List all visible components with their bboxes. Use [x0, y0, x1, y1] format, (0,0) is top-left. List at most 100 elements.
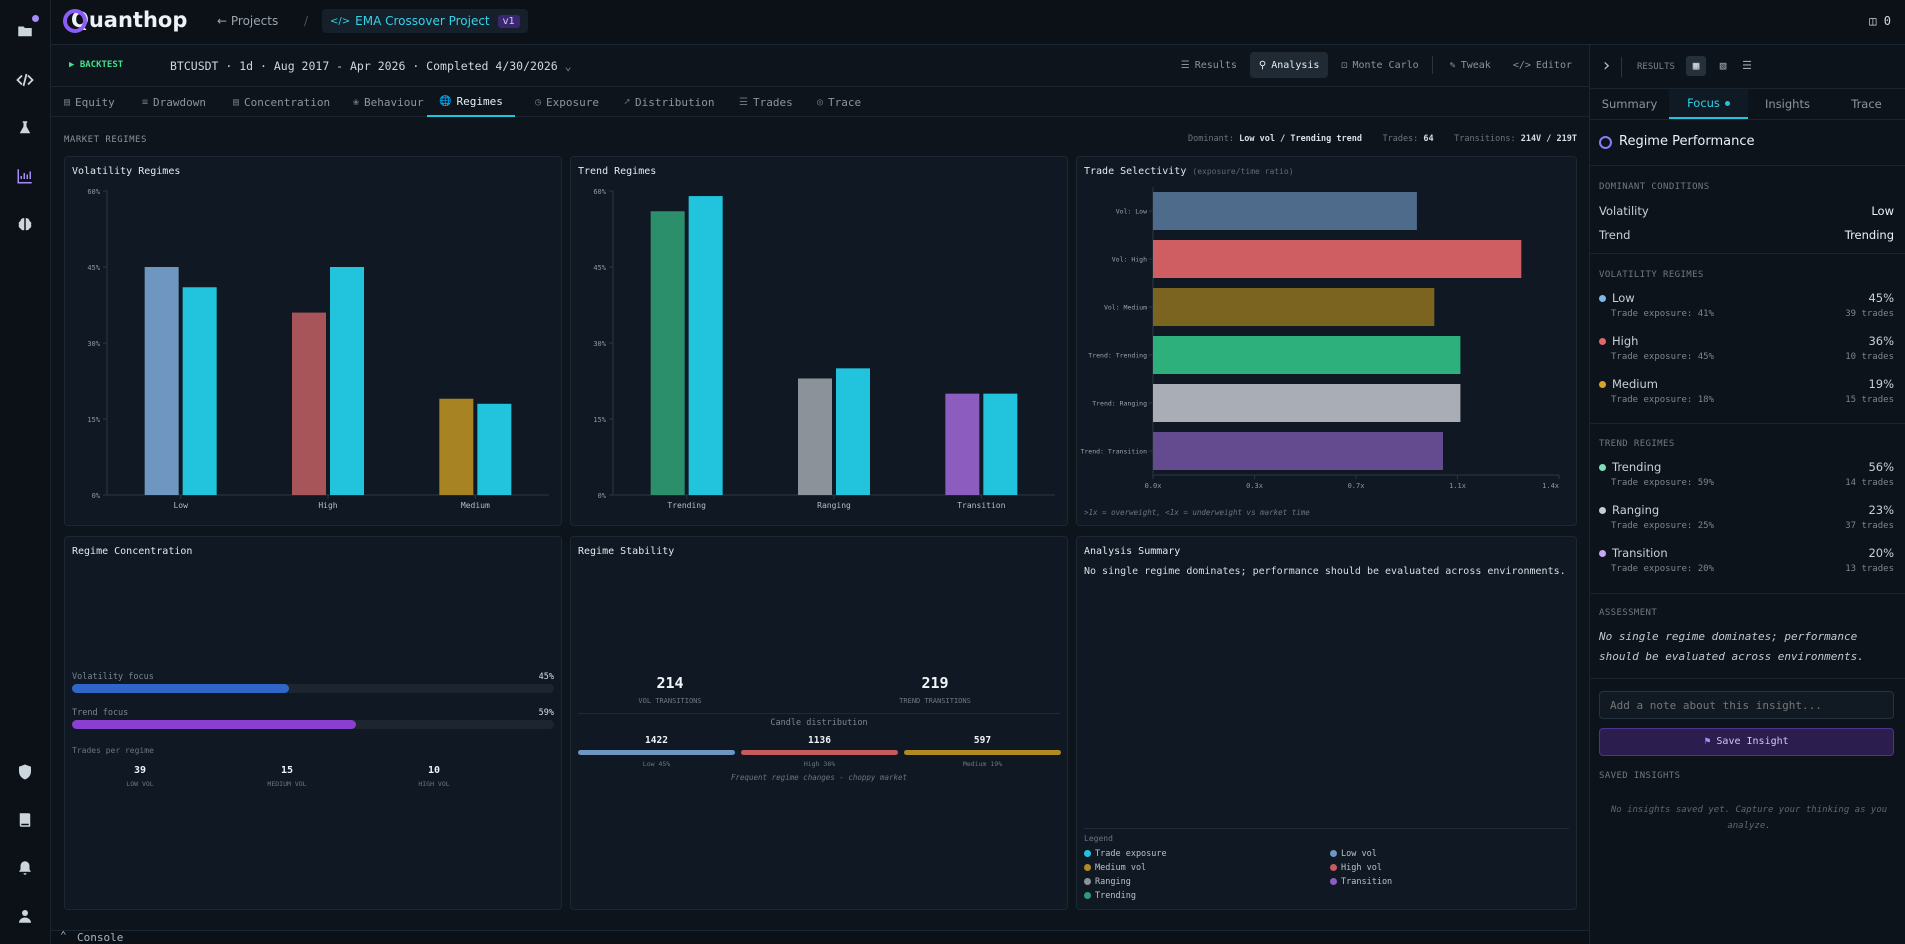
top-bar: Quanthop ← Projects / </> EMA Crossover …	[51, 0, 1905, 45]
legend-label: Transition	[1341, 877, 1393, 887]
shield-icon[interactable]	[13, 760, 37, 784]
tab-equity[interactable]: ▤ Equity	[64, 95, 115, 109]
folder-icon[interactable]	[13, 15, 39, 43]
sidebar-tab-trace[interactable]: Trace	[1851, 97, 1882, 111]
chevron-up-icon: ⌃	[60, 929, 67, 942]
document-icon[interactable]: ▦	[1686, 56, 1706, 76]
candle-label-medium: Medium 19%	[962, 760, 1003, 768]
tab-regimes[interactable]: 🌐 Regimes	[427, 87, 515, 117]
regime-row: Transition 20%	[1599, 546, 1894, 560]
trend-focus-track	[72, 720, 554, 729]
legend-swatch	[1330, 850, 1337, 857]
line-chart-icon: ➚	[624, 96, 631, 108]
regime-dot	[1599, 464, 1606, 471]
divider	[1590, 593, 1905, 594]
dominant-trend: Trend Trending	[1599, 228, 1894, 242]
bar-regime-share	[144, 267, 179, 495]
chart-icon: ▤	[64, 96, 71, 108]
regime-dot	[1599, 550, 1606, 557]
run-selector[interactable]: BTCUSDT · 1d · Aug 2017 - Apr 2026 · Com…	[170, 59, 572, 73]
low-vol-trades: 39	[133, 765, 147, 776]
flask-icon[interactable]	[13, 116, 37, 140]
tab-drawdown[interactable]: ≡ Drawdown	[142, 95, 207, 109]
regime-exposure: Trade exposure: 45% 10 trades	[1611, 352, 1894, 362]
globe-icon: 🌐	[439, 95, 452, 107]
mode-badge: ▶ BACKTEST	[69, 60, 124, 70]
y-tick-label: 0%	[598, 492, 607, 500]
collapse-icon[interactable]: ›	[1601, 55, 1612, 76]
tab-distribution[interactable]: ➚ Distribution	[624, 95, 715, 109]
projects-label: Projects	[230, 14, 279, 28]
sidebar-tab-focus[interactable]: Focus	[1669, 89, 1748, 119]
app-logo[interactable]: Quanthop	[63, 8, 187, 33]
y-tick-label: Trend: Transition	[1080, 448, 1147, 456]
logo-mark	[63, 9, 87, 33]
code-icon[interactable]	[13, 68, 37, 92]
list-icon: ☰	[739, 96, 748, 108]
brain-icon: ❀	[353, 96, 360, 108]
x-tick-label: Trending	[667, 501, 706, 510]
credits-value: 0	[1883, 14, 1891, 28]
sidebar-header: › RESULTS ▦ ▧ ☰	[1590, 45, 1905, 89]
tab-concentration[interactable]: ▤ Concentration	[233, 95, 331, 109]
bars-icon: ≡	[142, 96, 149, 108]
layers-icon: ☰	[1180, 59, 1190, 71]
monte-carlo-button[interactable]: ⚀ Monte Carlo	[1341, 59, 1419, 71]
regime-pct: 19%	[1868, 377, 1894, 391]
regime-label: Transition	[1612, 546, 1668, 560]
tweak-button[interactable]: ✎ Tweak	[1449, 59, 1491, 71]
editor-button[interactable]: </> Editor	[1512, 59, 1572, 71]
regime-pct: 20%	[1868, 546, 1894, 560]
bar-regime-share	[650, 211, 685, 495]
note-icon[interactable]: ▧	[1719, 59, 1727, 72]
note-input[interactable]	[1599, 691, 1894, 719]
bookmark-icon: ⚑	[1704, 736, 1711, 747]
y-tick-label: Trend: Trending	[1088, 352, 1147, 360]
divider	[1590, 423, 1905, 424]
selectivity-bar	[1153, 288, 1435, 326]
selectivity-bar	[1153, 432, 1443, 470]
book-icon[interactable]	[13, 808, 37, 832]
tab-behaviour[interactable]: ❀ Behaviour	[353, 95, 424, 109]
tab-exposure[interactable]: ◷ Exposure	[535, 95, 600, 109]
credits-counter[interactable]: ◫ 0	[1869, 14, 1891, 28]
legend-item: Medium vol	[1084, 863, 1146, 873]
regime-exposure: Trade exposure: 25% 37 trades	[1611, 521, 1894, 531]
analysis-button[interactable]: ⚲ Analysis	[1249, 52, 1329, 78]
results-button[interactable]: ☰ Results	[1180, 59, 1237, 71]
legend-label: Trade exposure	[1095, 849, 1167, 859]
projects-link[interactable]: ← Projects	[217, 14, 278, 28]
trend-focus-fill	[72, 720, 357, 729]
x-tick-label: High	[318, 501, 337, 510]
version-badge: v1	[497, 14, 520, 28]
legend-swatch	[1084, 864, 1091, 871]
panel-title: Trade Selectivity (exposure/time ratio)	[1084, 166, 1294, 177]
transitions-value: 214V / 219T	[1520, 134, 1577, 144]
chart-icon[interactable]	[13, 164, 37, 188]
y-tick-label: 15%	[593, 416, 606, 424]
brain-icon[interactable]	[13, 212, 37, 236]
tab-trades[interactable]: ☰ Trades	[739, 95, 793, 109]
y-tick-label: 0%	[92, 492, 101, 500]
trend-transitions-label: TREND TRANSITIONS	[899, 697, 971, 705]
left-nav-bar	[0, 0, 51, 944]
trades-value: 64	[1423, 134, 1434, 144]
console-bar[interactable]: ⌃ Console	[51, 929, 1589, 944]
high-vol-trades: 10	[427, 765, 441, 776]
bell-icon[interactable]	[13, 856, 37, 880]
vol-transitions-value: 214	[656, 674, 684, 692]
bar-regime-share	[292, 312, 326, 495]
legend-item: High vol	[1330, 863, 1382, 873]
high-vol-label: HIGH VOL	[418, 780, 450, 788]
sidebar-tab-insights[interactable]: Insights	[1765, 97, 1810, 111]
project-chip[interactable]: </> EMA Crossover Project v1	[322, 9, 528, 33]
user-icon[interactable]	[13, 904, 37, 928]
sidebar-tab-summary[interactable]: Summary	[1601, 97, 1658, 111]
globe-icon	[1599, 136, 1612, 149]
checklist-icon[interactable]: ☰	[1742, 59, 1752, 72]
save-insight-button[interactable]: ⚑ Save Insight	[1599, 728, 1894, 756]
regime-label: Medium	[1612, 377, 1658, 391]
tab-trace[interactable]: ◎ Trace	[817, 95, 862, 109]
summary-text: No single regime dominates; performance …	[1084, 566, 1566, 577]
selectivity-bar	[1153, 336, 1461, 374]
